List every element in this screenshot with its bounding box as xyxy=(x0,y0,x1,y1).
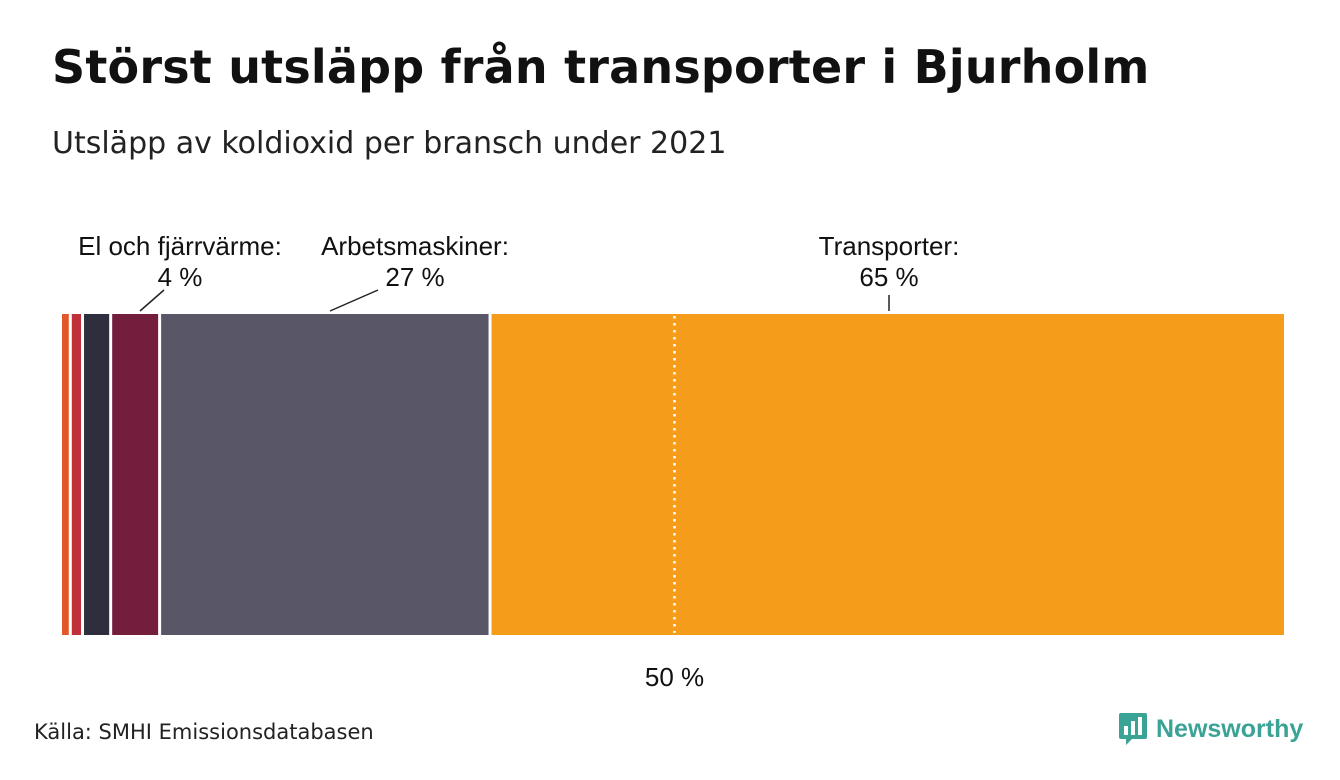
stacked-bar-chart: El och fjärrvärme:4 % Arbetsmaskiner:27 %… xyxy=(62,231,1285,692)
bar-chart-speech-bubble-icon xyxy=(1119,713,1147,745)
brand-logo: Newsworthy xyxy=(1118,712,1303,746)
label-transporter: Transporter: xyxy=(819,231,960,261)
value-label-el-och-fjarrvarme: 4 % xyxy=(158,262,203,292)
bar-segment-segment-1 xyxy=(62,314,69,635)
bar-segment-el-och-fjarrvarme xyxy=(112,314,159,635)
bar-segment-transporter xyxy=(491,314,1285,635)
bar-segment-arbetsmaskiner xyxy=(161,314,489,635)
leader-line-el-och-fjarrvarme xyxy=(139,289,165,312)
label-arbetsmaskiner: Arbetsmaskiner: xyxy=(321,231,509,261)
leader-line-arbetsmaskiner xyxy=(329,289,379,312)
bar-segment-segment-3 xyxy=(84,314,110,635)
reference-label-50: 50 % xyxy=(645,662,704,692)
bar-segment-segment-2 xyxy=(71,314,82,635)
value-label-transporter: 65 % xyxy=(859,262,918,292)
label-el-och-fjarrvarme: El och fjärrvärme: xyxy=(78,231,282,261)
brand-name: Newsworthy xyxy=(1156,714,1304,743)
chart-title: Störst utsläpp från transporter i Bjurho… xyxy=(52,40,1150,94)
chart-subtitle: Utsläpp av koldioxid per bransch under 2… xyxy=(52,126,727,161)
value-label-arbetsmaskiner: 27 % xyxy=(385,262,444,292)
source-note: Källa: SMHI Emissionsdatabasen xyxy=(34,720,374,744)
